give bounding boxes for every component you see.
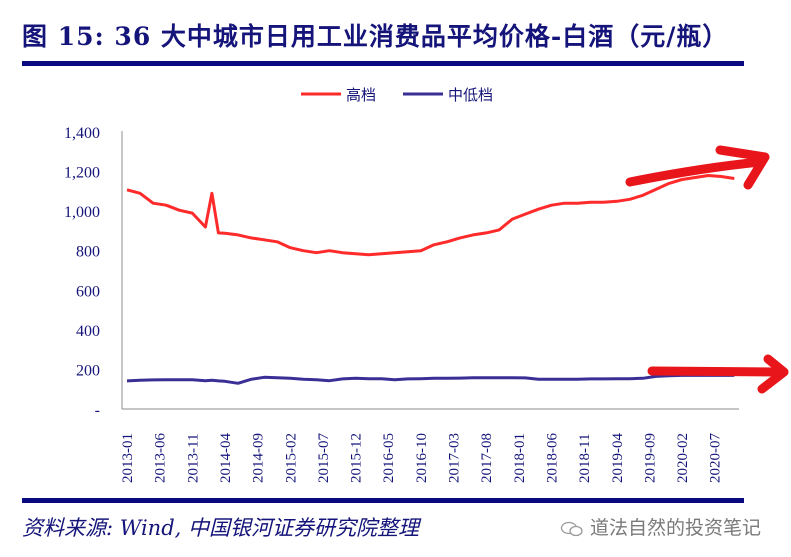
- title-rule: [22, 61, 744, 66]
- x-tick-label: 2015-12: [349, 433, 365, 483]
- chart-title: 图 15: 36 大中城市日用工业消费品平均价格-白酒（元/瓶）: [22, 22, 729, 51]
- x-tick-label: 2014-04: [218, 433, 234, 483]
- x-tick-label: 2013-06: [153, 433, 169, 483]
- x-tick-label: 2019-04: [610, 433, 626, 483]
- x-tick-label: 2013-11: [185, 434, 201, 483]
- y-tick-label: 1,200: [64, 165, 100, 182]
- annotation-arrows: [625, 145, 789, 394]
- x-tick-label: 2019-09: [642, 433, 658, 483]
- data-series: [126, 174, 735, 385]
- y-tick-label: 800: [76, 244, 100, 261]
- y-tick-label: 1,000: [64, 204, 100, 221]
- y-tick-label: 600: [76, 283, 100, 300]
- x-tick-label: 2020-02: [675, 433, 691, 483]
- watermark: 道法自然的投资笔记: [560, 513, 761, 540]
- y-tick-label: 400: [76, 323, 100, 340]
- y-tick-label: 200: [76, 362, 100, 379]
- x-tick-label: 2013-01: [120, 433, 136, 483]
- arrow-head-mid-low-icon: [757, 354, 789, 394]
- y-tick-label: 1,400: [64, 125, 100, 142]
- legend-label-high: 高档: [346, 86, 376, 104]
- x-tick-label: 2018-11: [577, 434, 593, 483]
- x-tick-label: 2015-02: [283, 433, 299, 483]
- x-tick-label: 2016-10: [414, 433, 430, 483]
- arrow-right-mid-low-icon: [647, 366, 785, 377]
- x-tick-label: 2017-03: [447, 433, 463, 483]
- wechat-icon: [560, 521, 583, 536]
- chart-axes: [121, 131, 739, 410]
- series-line-high-end: [126, 174, 735, 257]
- x-tick-label: 2017-08: [479, 433, 495, 483]
- x-tick-label: 2014-09: [251, 433, 267, 483]
- legend-label-mid-low: 中低档: [448, 86, 493, 104]
- chart-legend: 高档 中低档: [301, 86, 493, 104]
- x-tick-label: 2015-07: [316, 433, 332, 483]
- series-line-mid-low-end: [126, 373, 735, 385]
- source-note: 资料来源: Wind, 中国银河证券研究院整理: [22, 516, 419, 540]
- x-axis-ticks: 2013-01 2013-06 2013-11 2014-04 2014-09 2015-…: [120, 433, 724, 483]
- footer-rule: [22, 498, 744, 503]
- arrow-head-high-end-icon: [715, 145, 770, 190]
- y-tick-label: -: [95, 402, 100, 419]
- y-axis-ticks: - 200 400 600 800 1,000 1,200 1,400: [64, 125, 100, 419]
- arrow-up-high-end-icon: [625, 157, 765, 187]
- x-tick-label: 2018-01: [512, 433, 528, 483]
- watermark-text: 道法自然的投资笔记: [590, 517, 762, 539]
- x-tick-label: 2016-05: [381, 433, 397, 483]
- x-tick-label: 2020-07: [708, 433, 724, 483]
- x-tick-label: 2018-06: [544, 433, 560, 483]
